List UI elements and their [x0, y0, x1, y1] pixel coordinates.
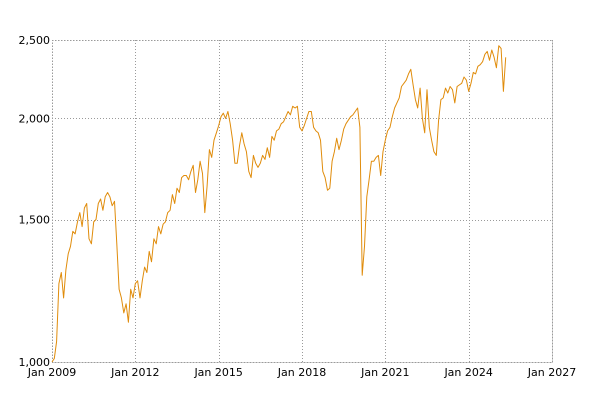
y-tick-label: 1,000 [19, 356, 51, 369]
x-tick-label: Jan 2009 [27, 366, 76, 379]
y-tick-label: 2,000 [19, 112, 51, 125]
x-axis-tick-labels: Jan 2009 Jan 2012 Jan 2015 Jan 2018 Jan 2021… [27, 366, 576, 379]
x-tick-label: Jan 2015 [193, 366, 242, 379]
series-layer [51, 45, 507, 363]
x-tick-label: Jan 2012 [110, 366, 159, 379]
x-tick-label: Jan 2018 [277, 366, 326, 379]
y-tick-label: 2,500 [19, 34, 51, 47]
x-tick-label: Jan 2027 [527, 366, 576, 379]
plot-area-border [52, 40, 553, 363]
x-tick-label: Jan 2021 [360, 366, 409, 379]
x-tick-label: Jan 2024 [443, 366, 492, 379]
series-line [51, 45, 507, 363]
y-axis-tick-labels: 1,000 1,500 2,000 2,500 [19, 34, 51, 369]
y-tick-label: 1,500 [19, 214, 51, 227]
